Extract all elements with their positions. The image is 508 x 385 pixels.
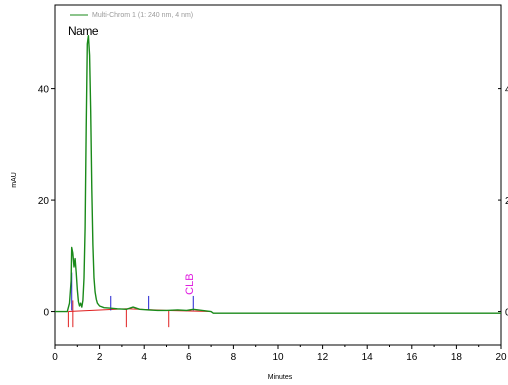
legend: Multi-Chrom 1 (1: 240 nm, 4 nm)	[70, 12, 193, 19]
x-tick-label: 14	[362, 352, 374, 363]
x-tick-label: 4	[141, 352, 147, 363]
y-tick-label: 40	[38, 85, 50, 96]
name-label: Name	[68, 24, 99, 38]
plot-frame	[54, 4, 502, 346]
x-tick-label: 10	[272, 352, 284, 363]
x-tick-label: 18	[451, 352, 463, 363]
right-tick-label: 2	[505, 196, 508, 207]
peak-markers	[71, 272, 194, 311]
y-axis-ticks: 0 20 40	[38, 85, 55, 319]
y-axis-label: mAU	[11, 172, 18, 188]
x-axis-label: Minutes	[268, 374, 293, 381]
x-tick-label: 8	[231, 352, 237, 363]
right-axis-ticks: 0 2 4	[498, 85, 508, 319]
plot-border	[54, 4, 502, 346]
x-tick-label: 20	[495, 352, 507, 363]
x-tick-label: 2	[97, 352, 103, 363]
x-tick-label: 16	[406, 352, 418, 363]
peak-annotation-label: CLB	[184, 273, 196, 294]
series-lines	[55, 35, 501, 314]
right-tick-label: 4	[505, 85, 508, 96]
x-tick-label: 0	[52, 352, 58, 363]
series-line	[55, 35, 501, 314]
right-tick-label: 0	[505, 308, 508, 319]
x-axis-ticks: 0 2 4 6 8 10 12 14 16 18 20	[52, 345, 507, 363]
y-tick-label: 0	[43, 308, 49, 319]
x-tick-label: 12	[317, 352, 329, 363]
x-tick-label: 6	[186, 352, 192, 363]
legend-entry-label: Multi-Chrom 1 (1: 240 nm, 4 nm)	[92, 12, 193, 19]
y-tick-label: 20	[38, 196, 50, 207]
integration-baselines	[67, 300, 212, 328]
